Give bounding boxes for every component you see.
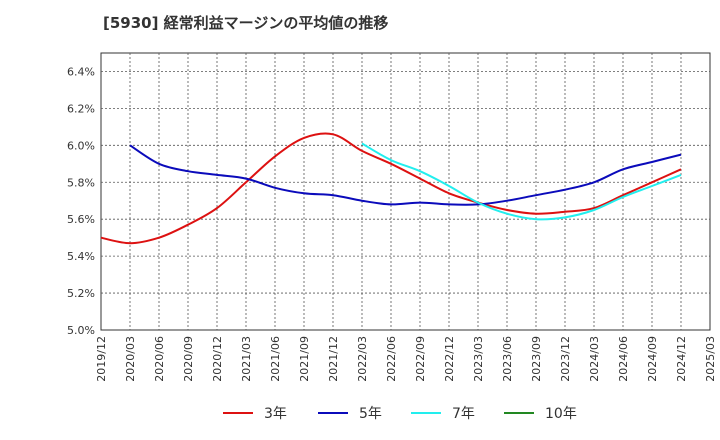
x-tick-label: 2020/06 bbox=[153, 336, 166, 382]
series-line-3 bbox=[361, 142, 682, 221]
legend-label-3: 7年 bbox=[452, 406, 475, 422]
x-tick-label: 2020/09 bbox=[182, 336, 195, 382]
legend-label-4: 10年 bbox=[545, 406, 577, 422]
x-tick-label: 2021/12 bbox=[327, 336, 340, 382]
x-tick-label: 2024/03 bbox=[588, 336, 601, 382]
x-tick-label: 2023/06 bbox=[501, 336, 514, 382]
series-line-1 bbox=[100, 132, 682, 245]
plot-area bbox=[100, 52, 711, 331]
legend-label-2: 5年 bbox=[359, 406, 382, 422]
x-tick-label: 2024/06 bbox=[617, 336, 630, 382]
x-tick-label: 2024/09 bbox=[646, 336, 659, 382]
y-tick-label: 5.8% bbox=[67, 176, 95, 189]
x-tick-label: 2021/03 bbox=[240, 336, 253, 382]
x-tick-label: 2023/03 bbox=[472, 336, 485, 382]
y-tick-label: 6.0% bbox=[67, 139, 95, 152]
x-tick-label: 2024/12 bbox=[675, 336, 688, 382]
y-tick-label: 5.4% bbox=[67, 250, 95, 263]
series-line-2 bbox=[129, 144, 682, 206]
x-tick-label: 2022/06 bbox=[385, 336, 398, 382]
grid-lines bbox=[101, 53, 710, 330]
x-tick-label: 2020/03 bbox=[124, 336, 137, 382]
y-tick-label: 5.0% bbox=[67, 324, 95, 337]
x-tick-label: 2021/06 bbox=[269, 336, 282, 382]
x-tick-label: 2023/12 bbox=[559, 336, 572, 382]
chart-title: [5930] 経常利益マージンの平均値の推移 bbox=[103, 14, 389, 32]
y-tick-label: 6.4% bbox=[67, 65, 95, 78]
y-tick-label: 5.2% bbox=[67, 287, 95, 300]
x-tick-label: 2022/12 bbox=[443, 336, 456, 382]
y-tick-label: 5.6% bbox=[67, 213, 95, 226]
x-tick-label: 2022/09 bbox=[414, 336, 427, 382]
x-tick-label: 2023/09 bbox=[530, 336, 543, 382]
x-tick-label: 2022/03 bbox=[356, 336, 369, 382]
y-axis-ticks: 5.0% 5.2% 5.4% 5.6% 5.8% 6.0% 6.2% 6.4% bbox=[67, 65, 95, 337]
series-lines bbox=[100, 132, 682, 245]
x-axis-ticks: 2019/12 2020/03 2020/06 2020/09 2020/12 2021/… bbox=[95, 336, 717, 382]
x-tick-label: 2020/12 bbox=[211, 336, 224, 382]
legend: 3年 5年 7年 10年 bbox=[223, 406, 577, 422]
x-tick-label: 2019/12 bbox=[95, 336, 108, 382]
x-tick-label: 2025/03 bbox=[704, 336, 717, 382]
legend-label-1: 3年 bbox=[264, 406, 287, 422]
y-tick-label: 6.2% bbox=[67, 102, 95, 115]
x-tick-label: 2021/09 bbox=[298, 336, 311, 382]
